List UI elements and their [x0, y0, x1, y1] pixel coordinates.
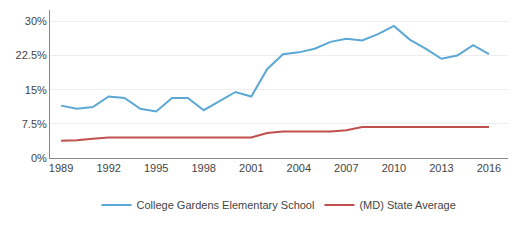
svg-text:30%: 30%: [25, 15, 47, 27]
svg-text:(MD) State Average: (MD) State Average: [359, 199, 455, 211]
svg-text:1989: 1989: [49, 162, 73, 174]
svg-text:7.5%: 7.5%: [22, 118, 47, 130]
svg-text:0%: 0%: [31, 152, 47, 164]
svg-text:1992: 1992: [96, 162, 120, 174]
svg-text:1998: 1998: [191, 162, 215, 174]
svg-text:2013: 2013: [429, 162, 453, 174]
svg-text:22.5%: 22.5%: [16, 49, 47, 61]
svg-text:2010: 2010: [382, 162, 406, 174]
svg-text:15%: 15%: [25, 84, 47, 96]
svg-text:2001: 2001: [239, 162, 263, 174]
svg-text:2007: 2007: [334, 162, 358, 174]
svg-text:College Gardens Elementary Sch: College Gardens Elementary School: [137, 199, 315, 211]
svg-text:1995: 1995: [144, 162, 168, 174]
svg-text:2016: 2016: [477, 162, 501, 174]
svg-text:2004: 2004: [287, 162, 311, 174]
